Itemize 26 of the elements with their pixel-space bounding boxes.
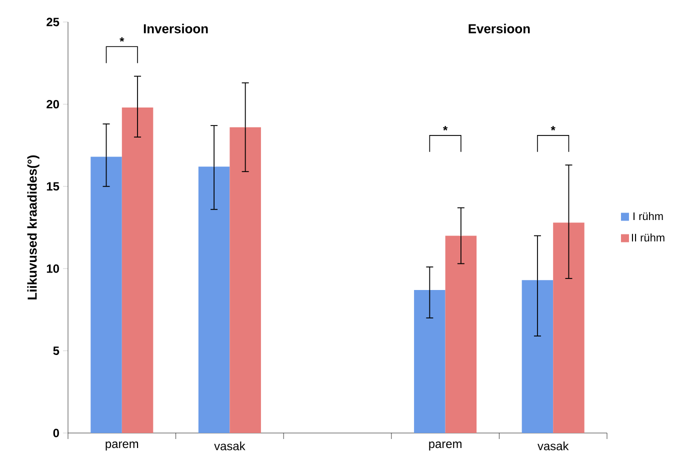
y-tick-label: 0 xyxy=(53,428,59,438)
y-tick-label: 20 xyxy=(46,100,59,108)
annotation: * xyxy=(550,126,556,130)
x-tick-label: parem xyxy=(106,442,138,450)
bar xyxy=(553,222,584,433)
x-tick-label: vasak xyxy=(214,442,246,450)
legend-label: II rühm xyxy=(632,233,664,242)
annotation: * xyxy=(443,126,448,130)
bar xyxy=(414,290,446,433)
bar xyxy=(122,107,154,433)
bar xyxy=(90,156,122,433)
y-tick-label: 5 xyxy=(53,346,60,355)
y-tick-label: 15 xyxy=(46,182,60,191)
y-tick-label: 25 xyxy=(46,18,60,26)
y-axis-title: Liikuvused kraadides(°) xyxy=(27,155,40,300)
bar xyxy=(445,236,477,433)
x-tick-label: parem xyxy=(429,442,462,450)
bar xyxy=(522,280,554,433)
annotation: Inversioon xyxy=(144,24,208,34)
annotation: Eversioon xyxy=(468,24,530,34)
annotation: * xyxy=(120,37,124,42)
bar xyxy=(230,127,261,433)
bar xyxy=(198,166,230,433)
legend-label: I rühm xyxy=(634,212,663,220)
x-tick-label: vasak xyxy=(538,442,569,450)
y-tick-label: 10 xyxy=(46,264,59,273)
